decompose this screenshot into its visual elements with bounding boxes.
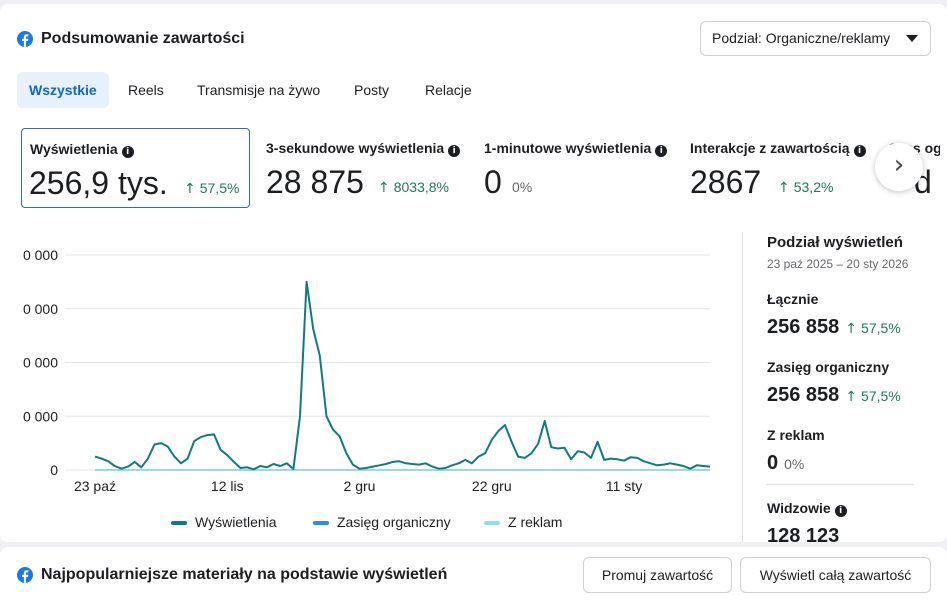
facebook-icon (17, 31, 33, 47)
breakdown-dropdown[interactable]: Podział: Organiczne/reklamy (700, 21, 931, 56)
legend-swatch-ads (484, 521, 500, 526)
x-tick-label: 12 lis (211, 478, 244, 494)
tab-reels[interactable]: Reels (128, 82, 164, 98)
view-all-content-button[interactable]: Wyświetl całą zawartość (740, 557, 931, 593)
breakdown-title: Podział wyświetleń (767, 234, 903, 251)
chevron-right-icon: › (893, 150, 905, 180)
next-metrics-button[interactable]: › (875, 143, 923, 191)
legend-swatch-organic (313, 521, 329, 526)
arrow-up-icon: ↑ (378, 180, 390, 196)
legend-ads[interactable]: Z reklam (484, 514, 562, 530)
legend-views[interactable]: Wyświetlenia (171, 514, 277, 530)
breakdown-divider (766, 484, 914, 485)
legend-swatch-views (171, 521, 187, 526)
metric-interactions-label: Interakcje z zawartością (690, 140, 850, 156)
y-tick-label: 0 000 (23, 301, 58, 317)
metric-views-value: 256,9 tys. (29, 165, 168, 201)
top-content-title: Najpopularniejsze materiały na podstawie… (41, 566, 448, 583)
metric-1min-views-value: 0 (484, 164, 502, 200)
x-tick-label: 23 paź (74, 478, 116, 494)
ads-change: 0% (784, 456, 805, 472)
tab-live[interactable]: Transmisje na żywo (197, 82, 321, 98)
arrow-up-icon: ↑ (184, 181, 196, 197)
tab-all[interactable]: Wszystkie (17, 72, 109, 108)
y-tick-label: 0 000 (23, 355, 58, 371)
metric-1min-views-label: 1-minutowe wyświetlenia (484, 140, 652, 156)
viewers-label-row: Widzowie i (767, 500, 847, 517)
series-line-views (94, 280, 711, 471)
arrow-up-icon: ↑ (778, 180, 790, 196)
organic-label: Zasięg organiczny (767, 359, 890, 375)
info-icon[interactable]: i (121, 146, 134, 158)
tab-posts[interactable]: Posty (354, 82, 390, 98)
info-icon[interactable]: i (834, 505, 847, 517)
views-line-chart: 0 000 0 000 0 000 0 000 0 23 paź 12 lis 2 gru 22… (23, 247, 711, 494)
metric-3s-views-value: 28 875 (266, 164, 364, 200)
x-tick-label: 11 sty (606, 478, 642, 494)
promote-content-button[interactable]: Promuj zawartość (583, 557, 732, 593)
metric-1min-views[interactable]: 1-minutowe wyświetlenia i 0 0% (476, 128, 676, 208)
organic-row: 256 858 ↑ 57,5% (767, 384, 901, 407)
metric-interactions[interactable]: Interakcje z zawartością i 2867 ↑ 53,2% (682, 128, 874, 208)
organic-value: 256 858 (767, 384, 840, 406)
breakdown-dropdown-label: Podział: Organiczne/reklamy (712, 30, 891, 46)
ads-value: 0 (767, 452, 779, 474)
metric-interactions-value: 2867 (690, 164, 762, 200)
x-tick-label: 2 gru (344, 478, 376, 494)
panel-divider (742, 232, 743, 542)
facebook-icon (17, 567, 33, 583)
page-title: Podsumowanie zawartości (41, 30, 245, 47)
arrow-up-icon: ↑ (845, 321, 858, 337)
metric-views-label: Wyświetlenia (30, 141, 118, 157)
viewers-label: Widzowie (767, 500, 831, 516)
viewers-value: 128 123 (767, 525, 840, 547)
metric-3s-views-label: 3-sekundowe wyświetlenia (266, 140, 445, 156)
organic-change: ↑ 57,5% (845, 388, 901, 405)
info-icon[interactable]: i (853, 145, 866, 157)
info-icon[interactable]: i (655, 145, 668, 157)
metric-views-change: ↑ 57,5% (184, 180, 240, 197)
total-label: Łącznie (767, 291, 819, 307)
breakdown-date-range: 23 paź 2025 – 20 sty 2026 (767, 257, 909, 271)
info-icon[interactable]: i (448, 145, 461, 157)
y-tick-label: 0 000 (23, 408, 58, 424)
caret-down-icon (906, 35, 918, 42)
metric-3s-views[interactable]: 3-sekundowe wyświetlenia i 28 875 ↑ 8033,8… (258, 128, 468, 208)
ads-label: Z reklam (767, 427, 825, 443)
tab-stories[interactable]: Relacje (425, 82, 472, 98)
ads-row: 0 0% (767, 452, 804, 475)
total-change: ↑ 57,5% (845, 320, 901, 337)
total-row: 256 858 ↑ 57,5% (767, 316, 901, 339)
metric-interactions-change: ↑ 53,2% (778, 179, 834, 196)
metric-views[interactable]: Wyświetlenia i 256,9 tys. ↑ 57,5% (21, 128, 250, 208)
y-tick-label: 0 (50, 462, 58, 478)
arrow-up-icon: ↑ (845, 389, 858, 405)
x-tick-label: 22 gru (472, 478, 512, 494)
y-tick-label: 0 000 (23, 247, 58, 263)
content-summary-card (0, 4, 947, 542)
metric-3s-views-change: ↑ 8033,8% (378, 179, 450, 196)
legend-organic-reach[interactable]: Zasięg organiczny (313, 514, 451, 530)
total-value: 256 858 (767, 316, 840, 338)
metric-1min-views-change: 0% (512, 179, 533, 195)
